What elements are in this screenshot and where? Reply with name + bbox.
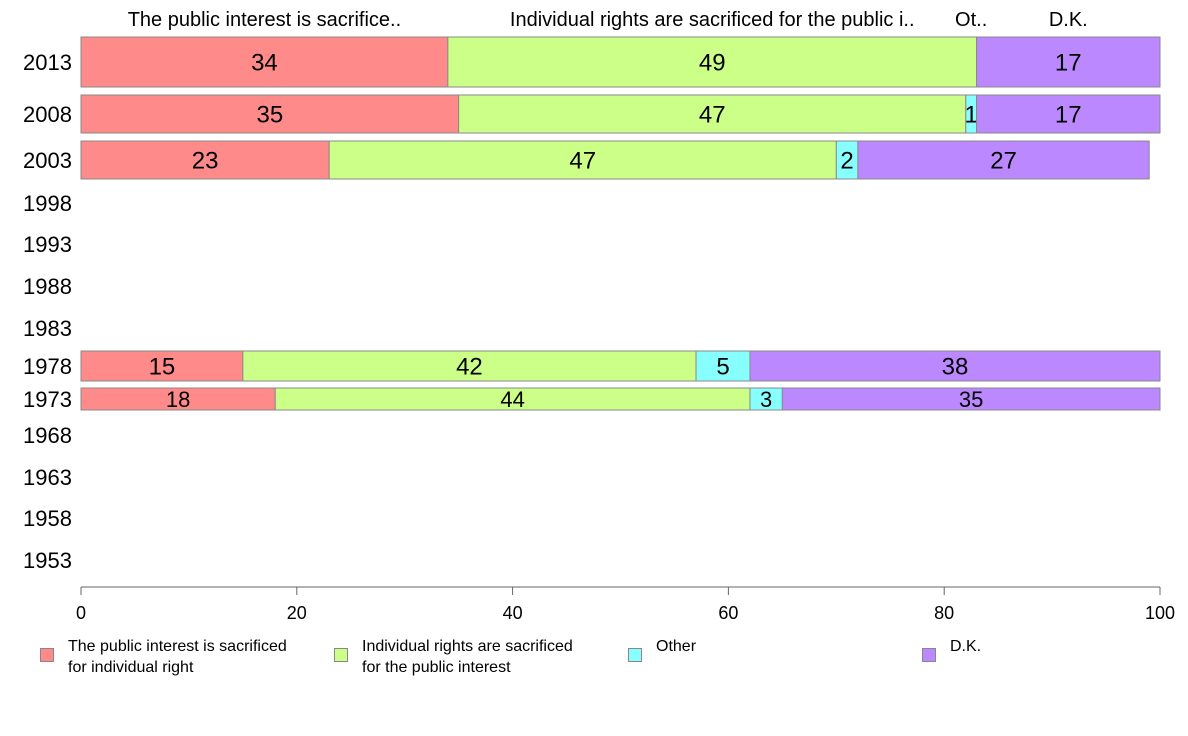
y-tick-label: 1968 xyxy=(23,423,72,448)
bar-segment xyxy=(976,36,1161,88)
bar-segment xyxy=(80,350,244,382)
data-label: 35 xyxy=(256,102,283,129)
data-label: 38 xyxy=(942,354,969,381)
legend-item-other: Other xyxy=(628,636,906,662)
x-tick-label: 100 xyxy=(1145,603,1175,623)
data-label: 18 xyxy=(166,387,190,412)
y-tick-label: 1988 xyxy=(23,274,72,299)
x-tick-label: 40 xyxy=(503,603,523,623)
series-header: Ot.. xyxy=(955,9,987,31)
legend-item-public-interest: The public interest is sacrificed for in… xyxy=(40,636,318,678)
y-tick-label: 1973 xyxy=(23,387,72,412)
legend-item-dk: D.K. xyxy=(922,636,1188,662)
data-label: 23 xyxy=(192,148,219,175)
data-label: 44 xyxy=(500,387,524,412)
legend-swatch-dk xyxy=(922,648,936,662)
data-label: 49 xyxy=(699,50,726,77)
data-label: 17 xyxy=(1055,102,1082,129)
data-label: 2 xyxy=(840,148,853,175)
bar-segment xyxy=(976,94,1161,134)
data-label: 42 xyxy=(456,354,483,381)
legend-label-public-interest: The public interest is sacrificed for in… xyxy=(68,638,287,676)
data-label: 1 xyxy=(964,102,977,129)
y-tick-label: 1993 xyxy=(23,232,72,257)
data-label: 5 xyxy=(716,354,729,381)
legend-swatch-public-interest xyxy=(40,648,54,662)
y-tick-label: 1958 xyxy=(23,506,72,531)
y-tick-label: 2008 xyxy=(23,102,72,127)
data-label: 34 xyxy=(251,50,278,77)
y-tick-label: 2013 xyxy=(23,50,72,75)
legend: The public interest is sacrificed for in… xyxy=(0,636,1188,686)
x-tick-label: 80 xyxy=(934,603,954,623)
y-tick-label: 1963 xyxy=(23,465,72,490)
y-tick-label: 1998 xyxy=(23,191,72,216)
legend-swatch-individual-rights xyxy=(334,648,348,662)
data-label: 47 xyxy=(699,102,726,129)
legend-label-individual-rights: Individual rights are sacrificed for the… xyxy=(362,638,573,676)
legend-label-dk: D.K. xyxy=(950,638,982,655)
y-tick-label: 2003 xyxy=(23,148,72,173)
bar-segment xyxy=(749,350,1161,382)
data-label: 35 xyxy=(959,387,983,412)
bar-segment xyxy=(458,94,967,134)
y-tick-label: 1983 xyxy=(23,316,72,341)
bar-segment xyxy=(781,387,1161,411)
bar-segment xyxy=(80,36,449,88)
bar-segment xyxy=(695,350,751,382)
data-label: 15 xyxy=(149,354,176,381)
legend-item-individual-rights: Individual rights are sacrificed for the… xyxy=(334,636,612,678)
data-label: 47 xyxy=(569,148,596,175)
bar-segment xyxy=(80,140,330,180)
bar-segment xyxy=(328,140,837,180)
bar-segment xyxy=(447,36,978,88)
data-label: 27 xyxy=(990,148,1017,175)
y-tick-label: 1978 xyxy=(23,354,72,379)
bar-segment xyxy=(242,350,697,382)
y-tick-label: 1953 xyxy=(23,548,72,573)
series-header: The public interest is sacrifice.. xyxy=(128,9,401,31)
legend-swatch-other xyxy=(628,648,642,662)
x-tick-label: 0 xyxy=(76,603,86,623)
bar-segment xyxy=(857,140,1150,180)
legend-label-other: Other xyxy=(656,638,697,655)
x-tick-label: 20 xyxy=(287,603,307,623)
series-header: D.K. xyxy=(1049,9,1088,31)
series-header: Individual rights are sacrificed for the… xyxy=(510,9,915,31)
bar-segment xyxy=(80,94,460,134)
x-tick-label: 60 xyxy=(718,603,738,623)
data-label: 3 xyxy=(760,387,772,412)
data-label: 17 xyxy=(1055,50,1082,77)
stacked-bar-chart: The public interest is sacrifice.. Indivi… xyxy=(23,9,1175,623)
